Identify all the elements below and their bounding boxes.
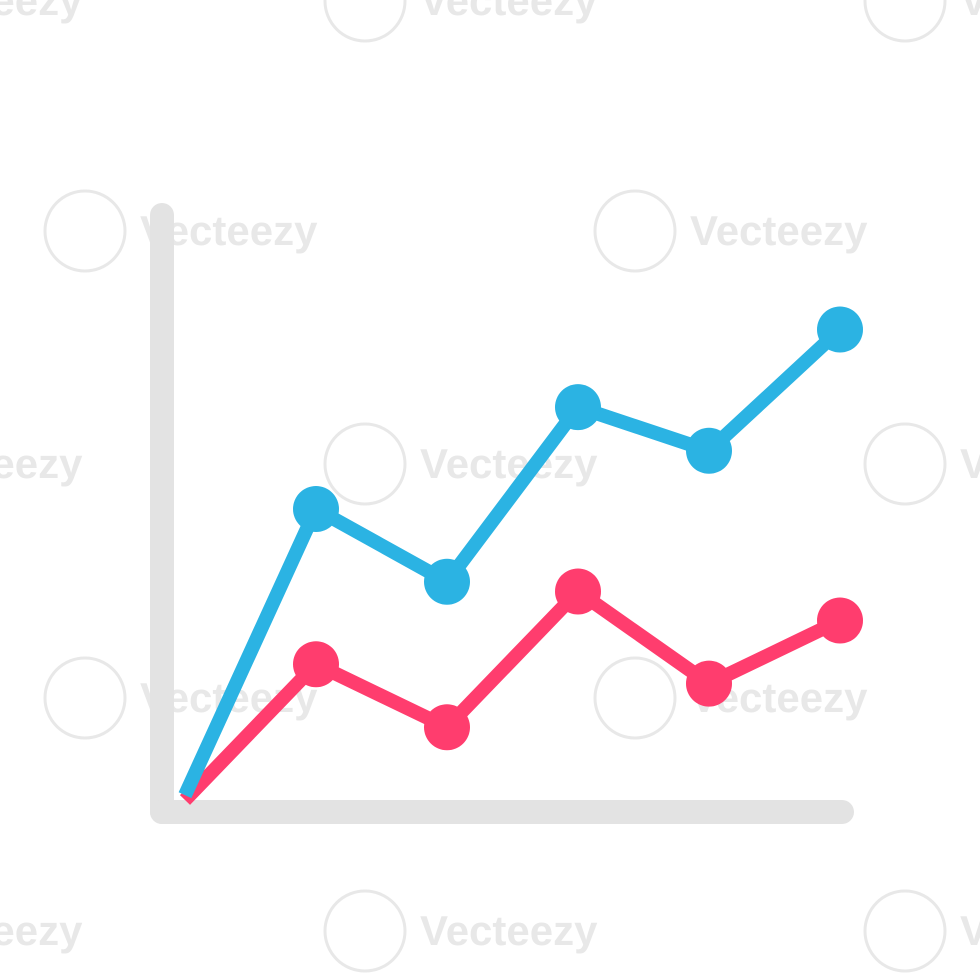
data-point [293, 486, 339, 532]
data-point [424, 704, 470, 751]
data-point [555, 384, 601, 431]
data-point [424, 558, 470, 605]
watermark-logo: Vecteezy [0, 907, 83, 954]
series-blue [178, 306, 863, 799]
watermark-text: Vecteezy [0, 907, 83, 954]
watermark-logo: Vecteezy [863, 0, 980, 43]
series-line [178, 324, 845, 799]
data-point [686, 660, 732, 707]
data-point [293, 641, 339, 688]
data-point [555, 568, 601, 615]
data-point [686, 427, 732, 474]
data-point [817, 597, 863, 644]
axes [150, 203, 854, 824]
watermark-text: Vecteezy [960, 0, 980, 24]
watermark-logo: Vecteezy [43, 189, 318, 273]
watermark-text: Vecteezy [960, 907, 980, 954]
watermark-logo: Vecteezy [323, 889, 598, 973]
watermark-logo: Vecteezy [0, 0, 83, 24]
watermark-logo: Vecteezy [0, 440, 83, 487]
watermark-logo: Vecteezy [593, 189, 868, 273]
watermark-text: Vecteezy [420, 907, 598, 954]
data-point [817, 306, 863, 353]
watermark-text: Vecteezy [690, 207, 868, 254]
watermark-text: Vecteezy [0, 0, 83, 24]
watermark-text: Vecteezy [960, 440, 980, 487]
watermark-text: Vecteezy [0, 440, 83, 487]
watermark-logo: Vecteezy [323, 422, 598, 506]
series-layer [178, 306, 863, 805]
series-line [179, 584, 844, 805]
watermark-text: Vecteezy [420, 0, 598, 24]
watermark-text: Vecteezy [420, 440, 598, 487]
watermark-logo: Vecteezy [323, 0, 598, 43]
watermark-logo: Vecteezy [863, 889, 980, 973]
series-pink [179, 568, 863, 805]
watermark-logo: Vecteezy [863, 422, 980, 506]
